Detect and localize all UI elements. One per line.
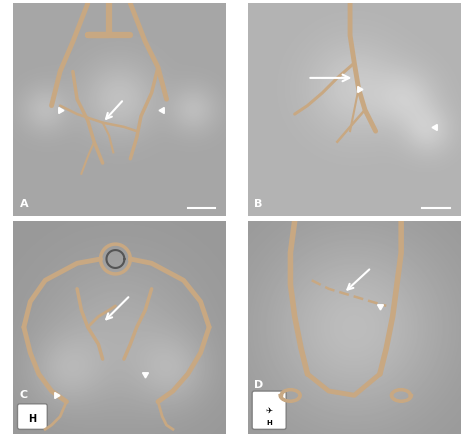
Text: D: D xyxy=(254,379,264,389)
FancyBboxPatch shape xyxy=(18,404,47,429)
Text: H: H xyxy=(266,419,272,425)
Text: ✈: ✈ xyxy=(265,405,273,413)
Text: B: B xyxy=(254,198,263,208)
Text: H: H xyxy=(28,413,36,423)
Text: A: A xyxy=(19,198,28,208)
FancyBboxPatch shape xyxy=(252,391,286,429)
Text: C: C xyxy=(19,389,28,399)
